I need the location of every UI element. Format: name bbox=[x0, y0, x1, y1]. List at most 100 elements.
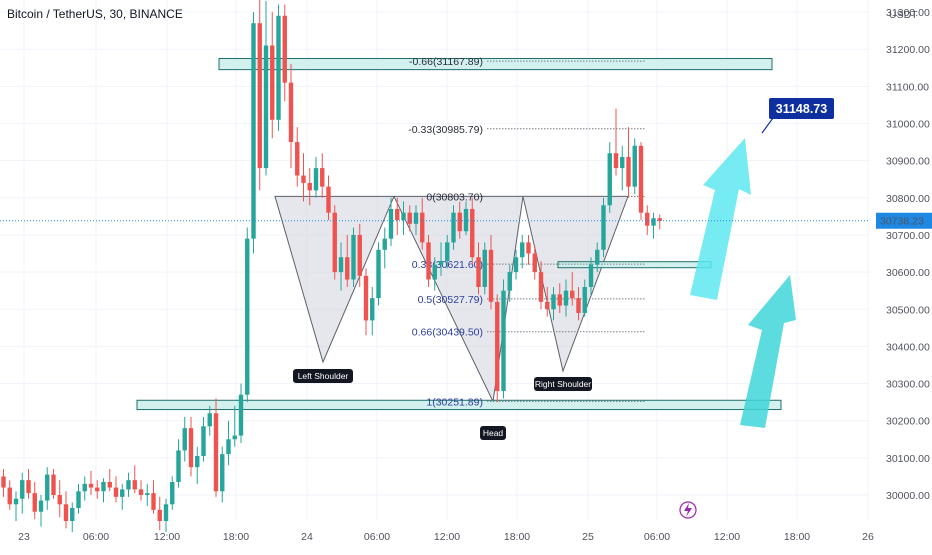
y-tick-label: 30600.00 bbox=[886, 267, 930, 279]
candle-body bbox=[132, 480, 137, 490]
candle-body bbox=[501, 290, 506, 391]
candle bbox=[95, 480, 100, 499]
candle bbox=[201, 416, 206, 462]
candle bbox=[495, 294, 500, 403]
target-pointer bbox=[761, 117, 774, 134]
candle-body bbox=[576, 298, 581, 313]
candle bbox=[351, 227, 356, 287]
candle-body bbox=[426, 242, 431, 280]
y-tick-label: 30500.00 bbox=[886, 304, 930, 316]
candle bbox=[563, 279, 569, 317]
right-shoulder-label-bg bbox=[534, 377, 592, 391]
candle bbox=[588, 257, 594, 295]
candle bbox=[245, 227, 250, 403]
candle-body bbox=[420, 212, 425, 243]
candle bbox=[388, 197, 394, 247]
x-tick-label: 06:00 bbox=[364, 531, 390, 543]
candle-body bbox=[645, 212, 650, 226]
y-tick-label: 31300.00 bbox=[886, 7, 930, 19]
candle-body bbox=[407, 212, 412, 224]
candle bbox=[326, 175, 331, 221]
candle bbox=[332, 205, 337, 280]
y-tick-label: 30900.00 bbox=[886, 156, 930, 168]
left-shoulder-label-bg bbox=[293, 369, 353, 383]
candle-body bbox=[413, 212, 419, 224]
candle-body bbox=[145, 493, 150, 495]
bolt-icon-ring bbox=[679, 501, 697, 519]
candle-body bbox=[163, 504, 169, 522]
candle-body bbox=[507, 272, 512, 291]
candle bbox=[320, 153, 325, 198]
candle-body bbox=[226, 439, 231, 455]
candle-body bbox=[207, 413, 212, 427]
candle-body bbox=[70, 508, 75, 522]
currency-label: USDT bbox=[889, 9, 918, 21]
upward-arrow-1 bbox=[690, 138, 751, 300]
candle-body bbox=[657, 218, 662, 221]
candle bbox=[295, 127, 300, 187]
y-tick-label: 31200.00 bbox=[886, 44, 930, 56]
retest-zone bbox=[557, 261, 712, 269]
candle bbox=[645, 205, 650, 235]
candle-body bbox=[470, 208, 475, 258]
x-tick-label: 18:00 bbox=[223, 531, 249, 543]
candle bbox=[651, 212, 656, 239]
candle-body bbox=[301, 175, 306, 183]
y-tick-label: 30400.00 bbox=[886, 341, 930, 353]
candle-body bbox=[557, 294, 562, 306]
candle bbox=[132, 465, 137, 494]
target-badge bbox=[769, 98, 834, 119]
candle bbox=[45, 467, 50, 510]
candle-body bbox=[195, 455, 200, 468]
candle-body bbox=[101, 481, 106, 492]
candle-body bbox=[107, 481, 112, 488]
candle bbox=[357, 223, 362, 287]
candle bbox=[57, 480, 62, 518]
candle-body bbox=[388, 208, 394, 239]
candle-body bbox=[488, 249, 494, 302]
candle bbox=[613, 108, 619, 176]
candle-body bbox=[376, 249, 381, 299]
candle-body bbox=[570, 290, 575, 299]
candle bbox=[7, 480, 12, 510]
candle-body bbox=[457, 212, 462, 232]
candle bbox=[20, 472, 25, 514]
candle-body bbox=[595, 249, 600, 265]
candle bbox=[538, 260, 544, 310]
candles bbox=[1, 0, 662, 533]
candle bbox=[557, 283, 562, 313]
candle bbox=[551, 286, 556, 321]
candle bbox=[445, 234, 450, 269]
candle bbox=[263, 0, 269, 176]
candle bbox=[520, 234, 525, 269]
left-shoulder-label: Left Shoulder bbox=[298, 371, 349, 381]
candle bbox=[432, 257, 437, 291]
candle-body bbox=[170, 481, 175, 505]
y-tick-label: 30700.00 bbox=[886, 230, 930, 242]
candle bbox=[463, 201, 469, 235]
candle bbox=[470, 197, 475, 265]
candle bbox=[70, 502, 75, 533]
candle bbox=[276, 4, 281, 131]
candle-body bbox=[626, 156, 631, 187]
candle-body bbox=[332, 212, 337, 273]
candle bbox=[238, 383, 244, 443]
candle-body bbox=[201, 426, 206, 456]
y-tick-label: 30800.00 bbox=[886, 193, 930, 205]
candle bbox=[476, 242, 481, 295]
y-tick-label: 31000.00 bbox=[886, 119, 930, 131]
candle bbox=[38, 495, 44, 527]
candle-body bbox=[320, 168, 325, 187]
candle bbox=[301, 153, 306, 202]
candle-body bbox=[307, 182, 312, 191]
candle bbox=[76, 483, 81, 514]
fib-label: 0(30803.70) bbox=[426, 191, 483, 203]
target-zone bbox=[218, 57, 773, 71]
candle-body bbox=[476, 257, 481, 287]
candle-body bbox=[26, 480, 31, 494]
candle-body bbox=[313, 168, 319, 191]
candle-body bbox=[513, 257, 519, 273]
candle-body bbox=[482, 249, 487, 287]
